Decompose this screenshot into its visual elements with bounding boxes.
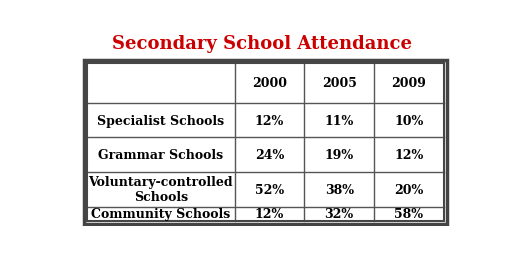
Text: 11%: 11%	[325, 114, 354, 127]
Text: Secondary School Attendance: Secondary School Attendance	[113, 35, 412, 53]
Text: 2000: 2000	[252, 77, 287, 90]
Text: 38%: 38%	[325, 183, 354, 196]
Bar	[87, 64, 444, 221]
Text: 58%: 58%	[394, 207, 423, 220]
Text: 20%: 20%	[394, 183, 423, 196]
Text: 2009: 2009	[392, 77, 426, 90]
Text: Voluntary-controlled
Schools: Voluntary-controlled Schools	[89, 176, 233, 203]
Text: 24%: 24%	[255, 149, 284, 162]
Text: Community Schools: Community Schools	[91, 207, 230, 220]
Text: 32%: 32%	[325, 207, 354, 220]
Bar	[84, 60, 447, 224]
Text: 19%: 19%	[325, 149, 354, 162]
Text: 2005: 2005	[322, 77, 356, 90]
Text: 52%: 52%	[255, 183, 284, 196]
Text: 12%: 12%	[255, 207, 284, 220]
Text: 10%: 10%	[394, 114, 423, 127]
Text: 12%: 12%	[255, 114, 284, 127]
Text: Grammar Schools: Grammar Schools	[98, 149, 223, 162]
Text: 12%: 12%	[394, 149, 423, 162]
Text: Specialist Schools: Specialist Schools	[97, 114, 224, 127]
